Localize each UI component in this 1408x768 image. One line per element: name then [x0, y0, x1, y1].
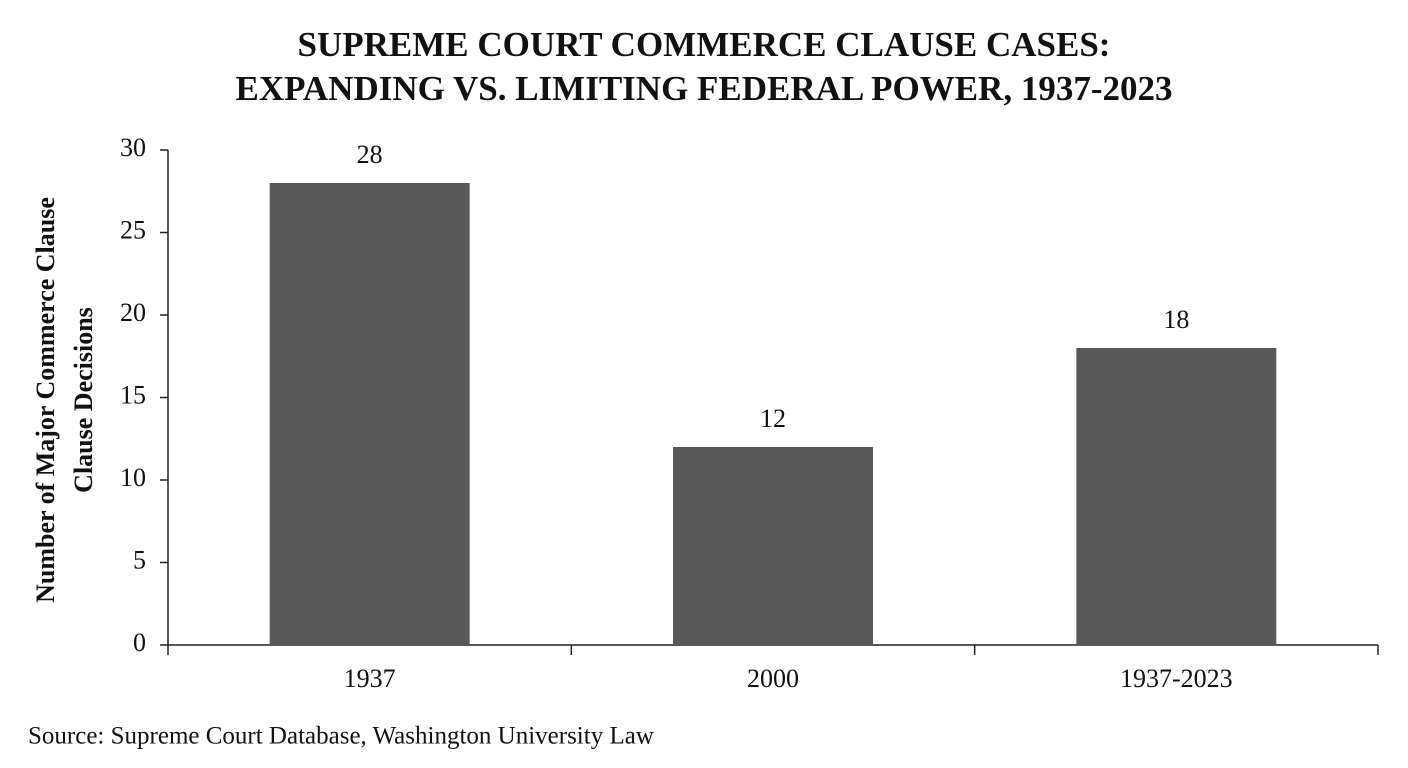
x-tick-label: 1937-2023 [1120, 664, 1233, 693]
bar [269, 183, 470, 645]
bar [1076, 348, 1277, 645]
y-tick-label: 20 [120, 298, 146, 327]
y-tick-label: 25 [120, 215, 146, 244]
y-tick-label: 30 [120, 133, 146, 162]
y-axis-label-line: Number of Major Commerce Clause [31, 197, 60, 603]
y-axis-label: Number of Major Commerce Clause Clause D… [31, 197, 98, 603]
y-tick-label: 0 [133, 628, 146, 657]
bar [673, 447, 873, 645]
source-note: Source: Supreme Court Database, Washingt… [28, 723, 654, 750]
chart-title: EXPANDING VS. LIMITING FEDERAL POWER, 19… [236, 69, 1173, 108]
y-tick-label: 10 [120, 463, 146, 492]
data-label: 28 [357, 140, 383, 169]
data-label: 12 [760, 404, 786, 433]
y-tick-label: 5 [133, 545, 146, 574]
x-tick-label: 2000 [747, 664, 799, 693]
data-label: 18 [1163, 305, 1189, 334]
x-tick-label: 1937 [344, 664, 396, 693]
y-tick-label: 15 [120, 380, 146, 409]
y-axis-label-line: Clause Decisions [69, 307, 98, 493]
chart-title: SUPREME COURT COMMERCE CLAUSE CASES: [298, 25, 1111, 64]
